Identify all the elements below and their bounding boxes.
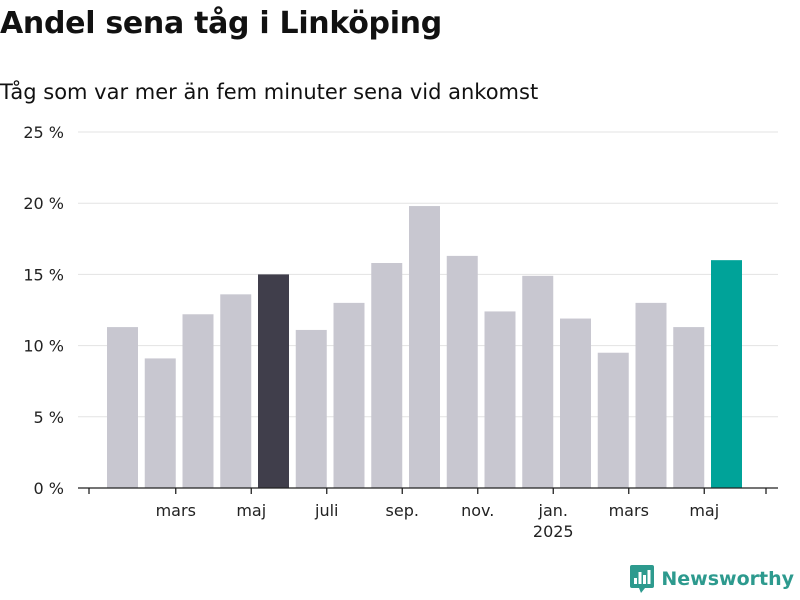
x-axis-labels: mars maj juli sep. nov. jan. 2025 mars maj: [156, 501, 720, 541]
x-tick-label: maj: [689, 501, 719, 520]
bar: [220, 294, 252, 488]
x-tick-label: jan.: [538, 501, 568, 520]
x-tick-label: nov.: [461, 501, 494, 520]
y-tick-label: 25 %: [23, 123, 64, 142]
bar: [333, 302, 365, 488]
bar: [597, 352, 629, 488]
bar-chart: 0 % 5 % 10 % 15 % 20 % 25 % mars maj juli sep. no…: [23, 123, 778, 541]
bar: [635, 302, 667, 488]
x-tick-label: mars: [609, 501, 649, 520]
y-axis-labels: 0 % 5 % 10 % 15 % 20 % 25 %: [23, 123, 64, 498]
x-tick-year-label: 2025: [533, 522, 574, 541]
x-tick-label: juli: [314, 501, 338, 520]
y-tick-label: 10 %: [23, 337, 64, 356]
bar: [144, 358, 176, 488]
bar: [711, 260, 742, 488]
bar: [673, 327, 705, 488]
x-tick-label: mars: [156, 501, 196, 520]
newsworthy-logo-icon: [630, 565, 655, 593]
bar: [522, 275, 554, 488]
bar: [107, 327, 138, 488]
bar: [295, 329, 327, 488]
x-tick-label: maj: [236, 501, 266, 520]
bar: [446, 255, 478, 488]
x-axis: [78, 487, 778, 494]
bar: [560, 318, 591, 488]
y-tick-label: 5 %: [34, 408, 64, 427]
x-tick-label: sep.: [386, 501, 419, 520]
y-tick-label: 15 %: [23, 265, 64, 284]
chart-title: Andel sena tåg i Linköping: [0, 6, 442, 41]
y-tick-label: 0 %: [34, 479, 64, 498]
bar: [258, 274, 289, 488]
bar: [484, 311, 516, 488]
chart-subtitle: Tåg som var mer än fem minuter sena vid …: [0, 80, 539, 104]
bar: [371, 263, 403, 488]
bar: [409, 206, 440, 488]
brand-name: Newsworthy: [661, 568, 794, 590]
y-tick-label: 20 %: [23, 194, 64, 213]
newsworthy-brand: Newsworthy: [629, 564, 794, 594]
bar: [182, 314, 214, 488]
bars: [107, 206, 742, 488]
